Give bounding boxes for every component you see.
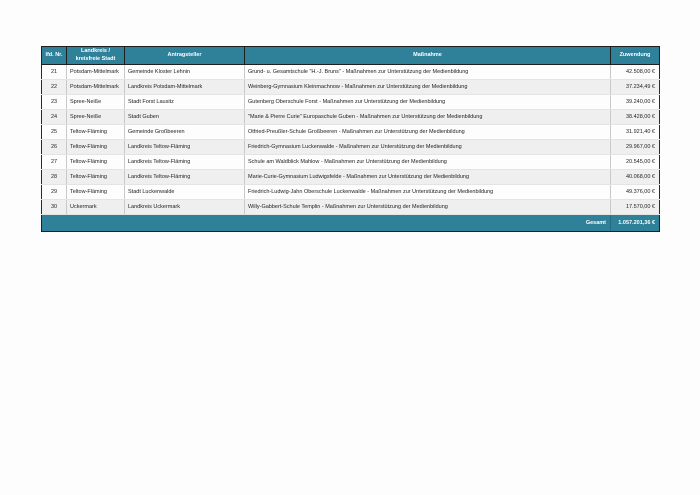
cell-landkreis: Teltow-Fläming	[66, 154, 125, 170]
cell-nr: 27	[41, 154, 67, 170]
table-row: 28 Teltow-Fläming Landkreis Teltow-Fläming…	[41, 169, 660, 185]
cell-antragsteller: Landkreis Teltow-Fläming	[124, 154, 245, 170]
cell-landkreis: Teltow-Fläming	[66, 169, 125, 185]
cell-nr: 21	[41, 64, 67, 80]
cell-antragsteller: Gemeinde Kloster Lehnin	[124, 64, 245, 80]
cell-antragsteller: Landkreis Teltow-Fläming	[124, 169, 245, 185]
cell-landkreis: Teltow-Fläming	[66, 139, 125, 155]
cell-antragsteller: Stadt Luckenwalde	[124, 184, 245, 200]
header-zuwendung: Zuwendung	[610, 46, 660, 65]
cell-zuwendung: 29.967,00 €	[610, 139, 660, 155]
cell-nr: 28	[41, 169, 67, 185]
header-lfd-nr: lfd. Nr.	[41, 46, 67, 65]
table-body: 21 Potsdam-Mittelmark Gemeinde Kloster Leh…	[41, 64, 660, 215]
footer-gesamt-label: Gesamt	[41, 214, 611, 232]
cell-zuwendung: 40.068,00 €	[610, 169, 660, 185]
cell-massnahme: Friedrich-Ludwig-Jahn Oberschule Luckenw…	[244, 184, 611, 200]
table-row: 24 Spree-Neiße Stadt Guben "Marie & Pierre …	[41, 109, 660, 125]
table-row: 22 Potsdam-Mittelmark Landkreis Potsdam-Mi…	[41, 79, 660, 95]
cell-zuwendung: 37.234,49 €	[610, 79, 660, 95]
cell-massnahme: Willy-Gabbert-Schule Templin - Maßnahmen…	[244, 199, 611, 215]
table-row: 21 Potsdam-Mittelmark Gemeinde Kloster Leh…	[41, 64, 660, 80]
table-row: 26 Teltow-Fläming Landkreis Teltow-Fläming…	[41, 139, 660, 155]
cell-landkreis: Potsdam-Mittelmark	[66, 64, 125, 80]
cell-massnahme: Weinberg-Gymnasium Kleinmachnow - Maßnah…	[244, 79, 611, 95]
cell-landkreis: Spree-Neiße	[66, 109, 125, 125]
table-row: 25 Teltow-Fläming Gemeinde Großbeeren Otfri…	[41, 124, 660, 140]
table-row: 23 Spree-Neiße Stadt Forst Lausitz Gutenber…	[41, 94, 660, 110]
cell-antragsteller: Gemeinde Großbeeren	[124, 124, 245, 140]
cell-nr: 29	[41, 184, 67, 200]
cell-nr: 22	[41, 79, 67, 95]
cell-massnahme: Schule am Waldblick Mahlow - Maßnahmen z…	[244, 154, 611, 170]
cell-landkreis: Spree-Neiße	[66, 94, 125, 110]
footer-row: Gesamt 1.057.201,36 €	[41, 214, 660, 232]
cell-nr: 26	[41, 139, 67, 155]
cell-nr: 30	[41, 199, 67, 215]
cell-antragsteller: Landkreis Potsdam-Mittelmark	[124, 79, 245, 95]
cell-massnahme: Friedrich-Gymnasium Luckenwalde - Maßnah…	[244, 139, 611, 155]
cell-nr: 23	[41, 94, 67, 110]
funding-table: lfd. Nr. Landkreis / kreisfreie Stadt An…	[41, 46, 660, 232]
cell-massnahme: Gutenberg Oberschule Forst - Maßnahmen z…	[244, 94, 611, 110]
cell-massnahme: Otfried-Preußler-Schule Großbeeren - Maß…	[244, 124, 611, 140]
funding-table-container: lfd. Nr. Landkreis / kreisfreie Stadt An…	[41, 46, 660, 232]
cell-antragsteller: Stadt Forst Lausitz	[124, 94, 245, 110]
cell-zuwendung: 38.428,00 €	[610, 109, 660, 125]
table-header: lfd. Nr. Landkreis / kreisfreie Stadt An…	[41, 46, 660, 65]
cell-antragsteller: Landkreis Teltow-Fläming	[124, 139, 245, 155]
header-landkreis: Landkreis / kreisfreie Stadt	[66, 46, 125, 65]
cell-massnahme: Marie-Curie-Gymnasium Ludwigsfelde - Maß…	[244, 169, 611, 185]
cell-zuwendung: 31.921,40 €	[610, 124, 660, 140]
cell-landkreis: Teltow-Fläming	[66, 184, 125, 200]
table-row: 27 Teltow-Fläming Landkreis Teltow-Fläming…	[41, 154, 660, 170]
header-massnahme: Maßnahme	[244, 46, 611, 65]
cell-zuwendung: 17.570,00 €	[610, 199, 660, 215]
cell-nr: 24	[41, 109, 67, 125]
cell-zuwendung: 39.240,00 €	[610, 94, 660, 110]
cell-nr: 25	[41, 124, 67, 140]
cell-zuwendung: 49.376,00 €	[610, 184, 660, 200]
cell-landkreis: Potsdam-Mittelmark	[66, 79, 125, 95]
cell-massnahme: "Marie & Pierre Curie" Europaschule Gube…	[244, 109, 611, 125]
header-antragsteller: Antragsteller	[124, 46, 245, 65]
cell-landkreis: Uckermark	[66, 199, 125, 215]
cell-landkreis: Teltow-Fläming	[66, 124, 125, 140]
cell-antragsteller: Landkreis Uckermark	[124, 199, 245, 215]
cell-zuwendung: 42.508,00 €	[610, 64, 660, 80]
cell-zuwendung: 20.545,00 €	[610, 154, 660, 170]
cell-massnahme: Grund- u. Gesamtschule "H.-J. Bruns" - M…	[244, 64, 611, 80]
cell-antragsteller: Stadt Guben	[124, 109, 245, 125]
table-row: 29 Teltow-Fläming Stadt Luckenwalde Friedri…	[41, 184, 660, 200]
footer-total-value: 1.057.201,36 €	[610, 214, 660, 232]
table-footer: Gesamt 1.057.201,36 €	[41, 214, 660, 232]
table-row: 30 Uckermark Landkreis Uckermark Willy-Gabb…	[41, 199, 660, 215]
header-row: lfd. Nr. Landkreis / kreisfreie Stadt An…	[41, 46, 660, 65]
